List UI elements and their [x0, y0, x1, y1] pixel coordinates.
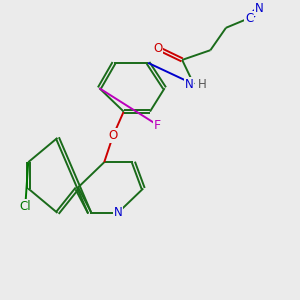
Text: N: N — [185, 78, 194, 91]
Text: Cl: Cl — [20, 200, 31, 213]
Text: O: O — [108, 129, 118, 142]
Text: H: H — [198, 78, 207, 91]
Text: N: N — [255, 2, 263, 15]
Text: C: C — [245, 11, 254, 25]
Text: O: O — [153, 42, 162, 55]
Text: F: F — [154, 119, 161, 132]
Text: N: N — [113, 206, 122, 219]
